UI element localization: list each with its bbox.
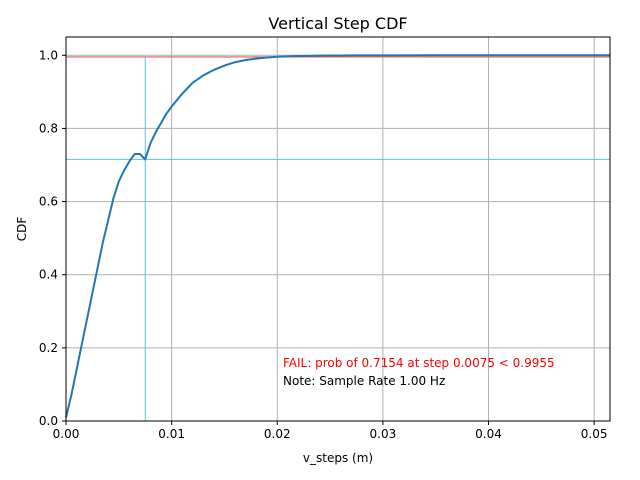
y-tick-label: 0.8 <box>39 121 58 135</box>
plot-frame <box>65 36 611 422</box>
chart-title: Vertical Step CDF <box>268 14 407 33</box>
series-group <box>65 54 610 418</box>
fail-annotation: FAIL: prob of 0.7154 at step 0.0075 < 0.… <box>283 356 555 370</box>
y-axis-ticks: 0.0 0.2 0.4 0.6 0.8 1.0 <box>39 48 66 428</box>
x-tick-label: 0.04 <box>475 427 502 441</box>
x-tick-label: 0.03 <box>370 427 397 441</box>
y-tick-label: 0.4 <box>39 268 58 282</box>
y-tick-label: 0.2 <box>39 341 58 355</box>
sample-rate-note: Note: Sample Rate 1.00 Hz <box>283 374 445 388</box>
y-tick-label: 1.0 <box>39 48 58 62</box>
x-axis-ticks: 0.00 0.01 0.02 0.03 0.04 0.05 <box>53 421 608 441</box>
y-axis-label: CDF <box>15 217 29 242</box>
x-tick-label: 0.05 <box>581 427 608 441</box>
reference-lines <box>66 56 610 421</box>
x-tick-label: 0.01 <box>158 427 185 441</box>
y-tick-label: 0.0 <box>39 414 58 428</box>
x-tick-label: 0.02 <box>264 427 291 441</box>
x-tick-label: 0.00 <box>53 427 80 441</box>
y-tick-label: 0.6 <box>39 195 58 209</box>
x-axis-label: v_steps (m) <box>303 451 373 465</box>
cdf-series-line <box>65 54 610 418</box>
